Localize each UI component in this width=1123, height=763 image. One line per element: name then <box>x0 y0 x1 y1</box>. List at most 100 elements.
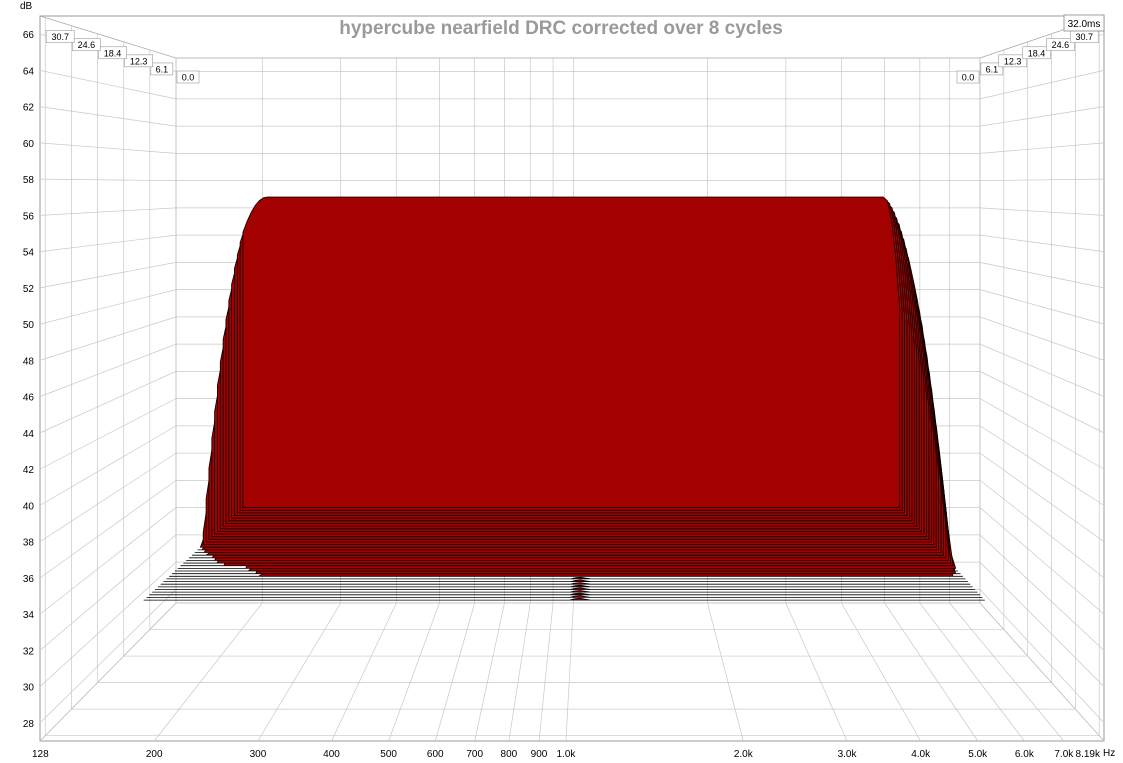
grid-line <box>979 452 1105 542</box>
time-tick-box <box>45 30 75 43</box>
grid-line <box>884 602 979 742</box>
grid-line <box>979 142 1105 154</box>
y-tick-label: 66 <box>23 30 35 41</box>
x-tick-label: 600 <box>427 749 444 760</box>
x-axis-unit: Hz <box>1103 748 1115 759</box>
time-tick-label: 24.6 <box>1052 40 1070 50</box>
time-tick-box <box>1046 38 1075 51</box>
y-tick-label: 54 <box>23 248 35 259</box>
grid-line <box>979 178 1105 181</box>
grid-line <box>39 602 177 742</box>
grid-line <box>39 589 177 724</box>
waterfall-slice <box>166 576 966 580</box>
time-tick-label: 30.7 <box>51 32 69 42</box>
x-tick-label: 700 <box>466 749 483 760</box>
x-tick-label: 400 <box>323 749 340 760</box>
grid-line <box>979 316 1105 361</box>
grid-line <box>257 602 341 742</box>
grid-line <box>565 602 574 742</box>
grid-line <box>39 234 177 252</box>
y-tick-label: 34 <box>23 610 35 621</box>
grid-line <box>39 398 177 470</box>
x-tick-label: 1.0k <box>557 749 577 760</box>
y-tick-label: 56 <box>23 211 35 222</box>
y-tick-label: 44 <box>23 429 35 440</box>
x-tick-label: 2.0k <box>734 749 754 760</box>
grid-line <box>979 70 1105 100</box>
y-tick-label: 62 <box>23 103 35 114</box>
grid-line <box>39 70 177 100</box>
grid-line <box>153 602 263 742</box>
time-tick-box <box>176 70 200 84</box>
time-tick-label: 12.3 <box>130 56 148 66</box>
time-tick-box <box>124 54 153 68</box>
grid-line <box>538 602 554 742</box>
grid-line <box>39 343 177 397</box>
x-tick-label: 6.0k <box>1015 749 1035 760</box>
time-tick-box <box>1022 46 1051 60</box>
grid-line <box>979 534 1105 651</box>
x-tick-label: 200 <box>146 749 163 760</box>
grid-line <box>39 178 177 181</box>
y-tick-label: 42 <box>23 465 35 476</box>
time-tick-label: 0.0 <box>182 73 195 83</box>
x-tick-label: 128 <box>32 749 49 760</box>
grid-line <box>919 602 1025 742</box>
time-tick-box <box>72 38 101 51</box>
y-tick-label: 40 <box>23 501 35 512</box>
time-tick-box <box>980 62 1004 76</box>
grid-line <box>979 289 1105 325</box>
grid-line <box>39 452 177 542</box>
time-tick-label: 18.4 <box>104 48 122 58</box>
grid-line <box>39 289 177 325</box>
axis-labels: 28 30 32 34 36 38 40 42 44 46 48 50 52 54 56 58 60 62 64 66… <box>23 30 1101 760</box>
y-tick-label: 48 <box>23 356 35 367</box>
y-tick-label: 60 <box>23 139 35 150</box>
grid-line <box>979 234 1105 252</box>
grid-line <box>979 343 1105 397</box>
grid-line <box>388 602 440 742</box>
grid-line <box>841 602 921 742</box>
front-frame <box>39 15 1105 742</box>
y-tick-label: 36 <box>23 574 35 585</box>
x-tick-label: 3.0k <box>838 749 858 760</box>
grid-line <box>949 602 1065 742</box>
grid-line <box>474 602 505 742</box>
grid-line <box>979 480 1105 579</box>
grid-line <box>39 142 177 154</box>
grid-line <box>434 602 476 742</box>
time-tick-label: 18.4 <box>1028 48 1046 58</box>
grid-line <box>39 507 177 615</box>
grid-line <box>331 602 397 742</box>
grid-line <box>39 106 177 127</box>
waterfall-slice <box>149 592 980 596</box>
grid-line <box>979 207 1105 216</box>
y-tick-label: 50 <box>23 320 35 331</box>
svg-text:32.0ms: 32.0ms <box>1068 19 1101 30</box>
x-tick-label: 900 <box>531 749 548 760</box>
grid-line <box>979 371 1105 434</box>
grid-line <box>979 589 1105 724</box>
time-tick-box <box>956 70 980 84</box>
y-tick-label: 30 <box>23 683 35 694</box>
grid-line <box>39 425 177 506</box>
x-tick-label: 8.19k <box>1076 749 1101 760</box>
grid-line <box>39 262 177 289</box>
x-tick-label: 5.0k <box>968 749 988 760</box>
time-end-label: 32.0ms <box>1063 14 1105 32</box>
grid-line <box>979 262 1105 289</box>
y-tick-label: 52 <box>23 284 35 295</box>
x-tick-label: 300 <box>250 749 267 760</box>
time-tick-label: 24.6 <box>78 40 96 50</box>
y-tick-label: 64 <box>23 66 35 77</box>
y-tick-label: 58 <box>23 175 35 186</box>
x-tick-label: 500 <box>380 749 397 760</box>
chart-title: hypercube nearfield DRC corrected over 8… <box>339 18 783 39</box>
grid-line <box>39 534 177 651</box>
grid-line <box>785 602 848 742</box>
y-tick-label: 32 <box>23 646 35 657</box>
grid-line <box>979 398 1105 470</box>
grid-line <box>979 106 1105 127</box>
time-tick-box <box>150 62 174 76</box>
